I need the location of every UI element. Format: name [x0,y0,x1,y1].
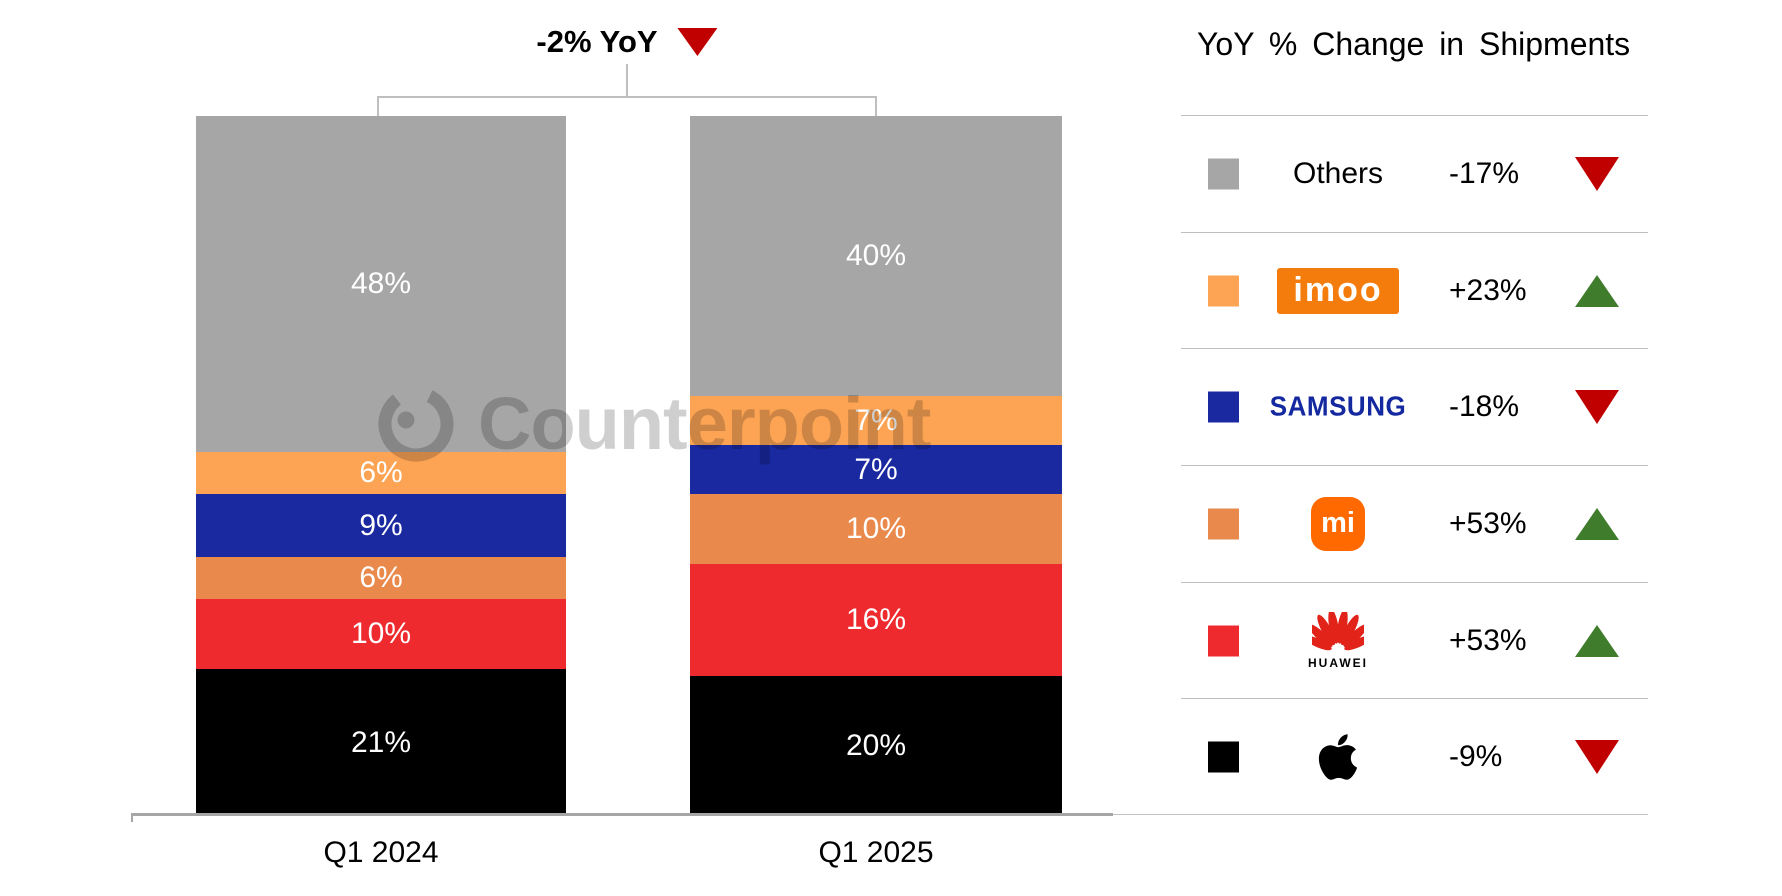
legend-swatch-huawei [1208,625,1239,656]
bar-segment-xiaomi: 10% [690,494,1062,564]
chart-title: -2% YoY [536,24,658,59]
down-arrow-icon [1575,739,1619,774]
bar-segment-label: 48% [350,267,412,300]
bar-segment-label: 6% [359,561,403,594]
bar-segment-apple: 20% [690,676,1062,816]
bar-segment-huawei: 16% [690,564,1062,676]
bar-segment-others: 48% [196,116,566,452]
bar-segment-label: 6% [359,456,403,489]
legend-swatch-others [1208,158,1239,189]
legend-row-xiaomi: mi +53% [1181,465,1648,582]
huawei-petals-icon [1312,611,1364,650]
legend-divider [1181,348,1648,349]
legend-swatch-xiaomi [1208,508,1239,539]
bar-segment-imoo: 7% [690,396,1062,445]
legend-divider [1181,582,1648,583]
bar-segment-label: 7% [854,403,898,437]
legend-divider [1181,698,1648,699]
bar-segment-label: 21% [350,725,412,759]
legend-divider [1181,232,1648,233]
legend-change-others: -17% [1449,156,1520,190]
bar-q1-2024: 48% 6% 9% 6% 10% 21% [196,116,566,816]
down-arrow-icon [1575,389,1619,424]
huawei-wordmark: HUAWEI [1308,655,1368,670]
huawei-logo: HUAWEI [1308,611,1368,670]
down-arrow-icon [1575,156,1619,191]
legend-change-apple: -9% [1449,739,1503,773]
bar-segment-label: 16% [845,603,907,636]
bracket-line [377,96,379,116]
x-axis-line [131,813,1113,816]
legend-row-apple: -9% [1181,698,1648,815]
down-arrow-icon [677,28,718,56]
apple-logo-icon [1318,733,1358,780]
imoo-logo: imoo [1277,267,1399,314]
bar-segment-imoo: 6% [196,452,566,494]
chart-title-group: -2% YoY [536,24,718,60]
bar-segment-label: 7% [854,452,898,486]
legend-swatch-samsung [1208,391,1239,422]
bracket-line [626,64,628,96]
legend-row-imoo: imoo +23% [1181,232,1648,349]
legend-brand-others-label: Others [1292,156,1384,190]
bar-segment-label: 9% [359,508,403,542]
bar-segment-others: 40% [690,116,1062,396]
bar-segment-label: 40% [845,239,907,272]
legend-title: YoY % Change in Shipments [1197,26,1631,62]
legend-divider [1181,115,1648,116]
legend-row-samsung: SAMSUNG -18% [1181,348,1648,465]
bar-segment-huawei: 10% [196,599,566,669]
up-arrow-icon [1575,274,1619,307]
legend-row-huawei: HUAWEI +53% [1181,582,1648,699]
legend-row-others: Others -17% [1181,115,1648,232]
legend-change-imoo: +23% [1449,273,1527,307]
legend-change-huawei: +53% [1449,623,1527,657]
up-arrow-icon [1575,507,1619,540]
up-arrow-icon [1575,624,1619,657]
x-axis-tick [131,813,133,822]
bar-segment-xiaomi: 6% [196,557,566,599]
legend-swatch-apple [1208,741,1239,772]
bar-segment-samsung: 9% [196,494,566,557]
x-axis-label-q1-2024: Q1 2024 [323,836,439,869]
bar-q1-2025: 40% 7% 7% 10% 16% 20% [690,116,1062,816]
bar-segment-label: 10% [845,512,907,545]
samsung-logo: SAMSUNG [1269,390,1407,422]
legend-change-xiaomi: +53% [1449,506,1527,540]
legend-divider [1181,465,1648,466]
bracket-line [377,96,877,98]
legend-swatch-imoo [1208,275,1239,306]
bar-segment-label: 10% [350,617,412,650]
xiaomi-mi-logo: mi [1311,496,1365,551]
bar-segment-samsung: 7% [690,445,1062,494]
x-axis-label-q1-2025: Q1 2025 [818,836,934,869]
bracket-line [875,96,877,116]
bar-segment-apple: 21% [196,669,566,816]
legend-change-samsung: -18% [1449,389,1520,423]
bar-segment-label: 20% [845,729,907,762]
